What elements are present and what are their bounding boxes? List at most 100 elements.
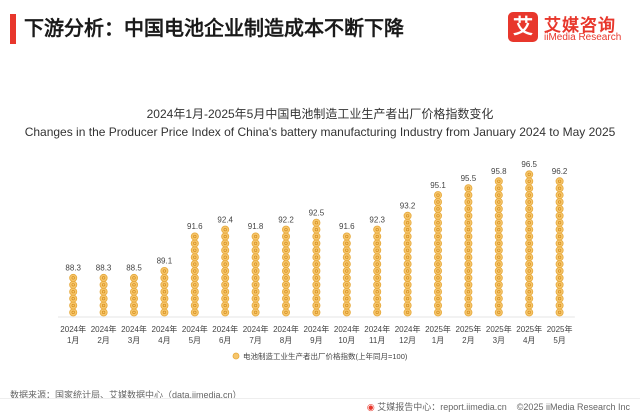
coin-icon — [221, 294, 230, 303]
coin-glyph-icon — [375, 234, 379, 239]
coin-icon — [494, 294, 503, 303]
coin-icon — [494, 225, 503, 234]
legend-label: 电池制造工业生产者出厂价格指数(上年同月=100) — [243, 351, 408, 361]
coin-icon — [373, 260, 382, 269]
coin-glyph-icon — [557, 200, 562, 204]
coin-glyph-icon — [466, 248, 471, 252]
coin-icon — [281, 280, 290, 289]
coin-glyph-icon — [223, 241, 227, 245]
coin-glyph-icon — [497, 297, 501, 301]
coin-icon — [555, 239, 564, 248]
bar-17 — [555, 177, 564, 317]
coin-icon — [251, 308, 260, 317]
x-tick-month: 5月 — [553, 336, 565, 345]
coin-glyph-icon — [497, 200, 501, 204]
coin-glyph-icon — [406, 241, 410, 245]
x-tick-year: 2025年 — [516, 324, 542, 334]
coin-icon — [555, 184, 564, 193]
coin-icon — [69, 287, 78, 296]
coin-glyph-icon — [466, 283, 471, 287]
coin-icon — [403, 308, 412, 317]
coin-icon — [433, 211, 442, 220]
coin-glyph-icon — [527, 241, 531, 245]
coin-icon — [281, 260, 290, 269]
data-label: 92.3 — [369, 215, 385, 224]
coin-icon — [433, 197, 442, 206]
coin-icon — [464, 253, 473, 262]
coin-glyph-icon — [284, 310, 288, 315]
coin-icon — [99, 294, 108, 303]
coin-glyph-icon — [193, 276, 197, 280]
coin-glyph-icon — [527, 290, 531, 294]
coin-icon — [555, 177, 564, 186]
data-source-note: 数据来源：国家统计局、艾媒数据中心（data.iimedia.cn） — [10, 390, 242, 400]
coin-glyph-icon — [284, 297, 288, 301]
coin-icon — [464, 273, 473, 282]
coin-icon — [312, 301, 321, 310]
coin-icon — [494, 232, 503, 241]
coin-icon — [129, 301, 138, 310]
x-tick-year: 2024年 — [121, 324, 147, 334]
coin-icon — [403, 246, 412, 255]
coin-glyph-icon — [375, 290, 379, 294]
x-tick-month: 5月 — [189, 336, 201, 345]
coin-icon — [190, 253, 199, 262]
x-tick-month: 7月 — [249, 336, 261, 345]
coin-icon — [494, 177, 503, 186]
coin-icon — [433, 246, 442, 255]
coin-glyph-icon — [223, 276, 227, 280]
coin-glyph-icon — [557, 283, 562, 287]
coin-icon — [403, 260, 412, 269]
coin-icon — [494, 308, 503, 317]
coin-glyph-icon — [345, 248, 349, 252]
coin-glyph-icon — [223, 297, 227, 301]
data-label: 95.1 — [430, 181, 446, 190]
coin-icon — [190, 280, 199, 289]
coin-glyph-icon — [314, 303, 319, 308]
coin-icon — [464, 191, 473, 200]
coin-glyph-icon — [406, 255, 410, 259]
coin-icon — [221, 232, 230, 241]
coin-glyph-icon — [436, 248, 440, 252]
bar-15 — [494, 177, 503, 317]
page-title: 下游分析：中国电池企业制造成本不断下降 — [24, 18, 404, 40]
coin-icon — [221, 308, 230, 317]
coin-icon — [342, 246, 351, 255]
coin-glyph-icon — [284, 228, 288, 232]
title-accent-bar — [10, 14, 16, 44]
coin-glyph-icon — [71, 290, 75, 294]
coin-icon — [251, 239, 260, 248]
coin-icon — [525, 301, 534, 310]
x-tick-month: 1月 — [432, 336, 444, 345]
x-tick-year: 2024年 — [91, 324, 117, 334]
footer-report-center[interactable]: 艾媒报告中心：report.iimedia.cn — [377, 402, 507, 412]
coin-icon — [494, 246, 503, 255]
coin-glyph-icon — [254, 234, 258, 239]
coin-icon — [403, 280, 412, 289]
coin-glyph-icon — [345, 290, 349, 294]
coin-icon — [221, 301, 230, 310]
coin-glyph-icon — [284, 262, 288, 266]
coin-icon — [464, 260, 473, 269]
coin-icon — [190, 308, 199, 317]
bar-5 — [190, 232, 199, 317]
coin-glyph-icon — [101, 303, 106, 308]
coin-glyph-icon — [497, 234, 501, 239]
coin-glyph-icon — [497, 310, 501, 315]
coin-glyph-icon — [254, 255, 258, 259]
coin-glyph-icon — [375, 255, 379, 259]
coin-glyph-icon — [527, 193, 531, 197]
brand-logo[interactable]: 艾 艾媒咨询 iiMedia Research — [508, 10, 628, 48]
coin-glyph-icon — [406, 262, 410, 266]
coin-glyph-icon — [557, 310, 562, 315]
coin-icon — [403, 273, 412, 282]
x-tick-year: 2025年 — [486, 324, 512, 334]
coin-glyph-icon — [497, 179, 501, 183]
coin-glyph-icon — [497, 214, 501, 218]
coin-icon — [281, 225, 290, 234]
x-tick-year: 2024年 — [243, 324, 269, 334]
coin-icon — [312, 246, 321, 255]
coin-glyph-icon — [557, 241, 562, 245]
coin-glyph-icon — [375, 248, 379, 252]
coin-glyph-icon — [557, 186, 562, 190]
